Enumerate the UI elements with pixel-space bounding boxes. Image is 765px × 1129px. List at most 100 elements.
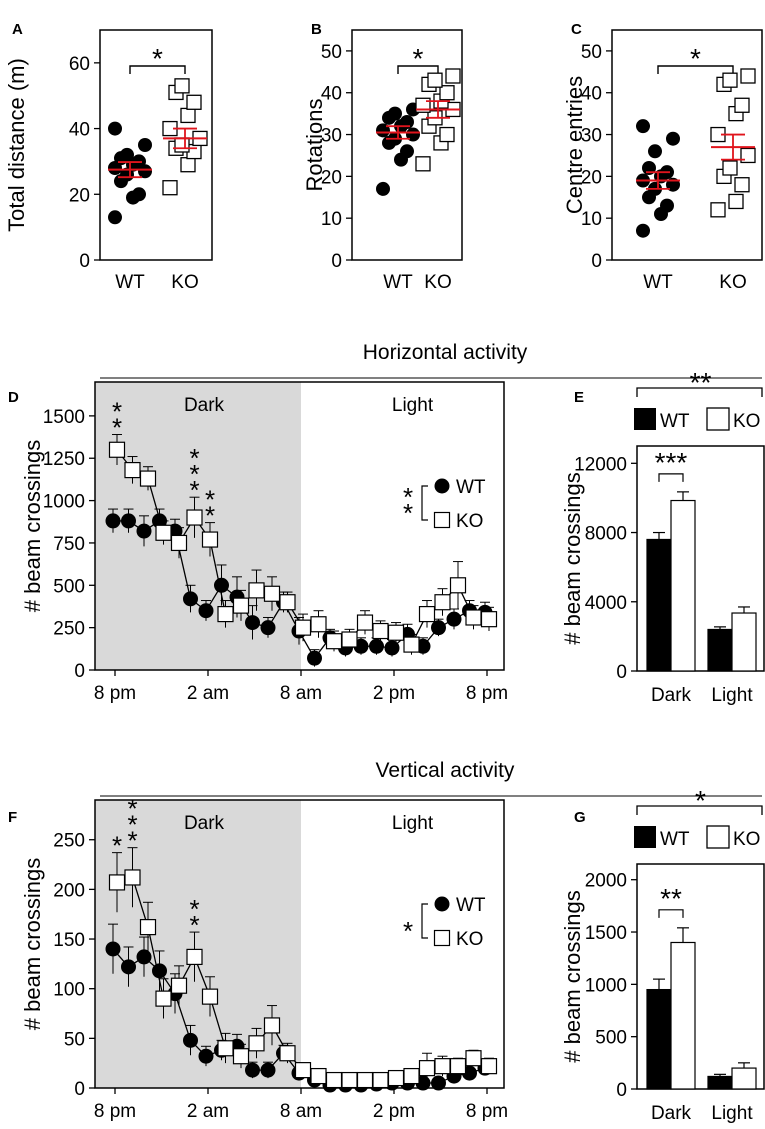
- ko-point: [465, 1050, 482, 1067]
- y-axis-label: # beam crossings: [20, 440, 45, 612]
- legend-wt-label: WT: [456, 477, 486, 498]
- x-tick-label: 2 pm: [373, 1101, 415, 1122]
- x-tick-label: WT: [643, 272, 673, 293]
- legend-ko-label: KO: [456, 929, 483, 950]
- legend-wt-symbol: [434, 896, 450, 912]
- ko-point: [201, 988, 219, 1005]
- y-tick-label: 200: [53, 880, 85, 901]
- ko-point: [341, 631, 358, 648]
- ko-point: [465, 609, 482, 626]
- ko-bar: [731, 1067, 757, 1090]
- legend-ko-symbol: [706, 407, 730, 431]
- ko-bar: [670, 941, 696, 1090]
- legend-significance-mark: *: [403, 916, 413, 946]
- x-tick-label: 8 pm: [94, 683, 136, 704]
- wt-point: [105, 941, 121, 957]
- wt-point: [245, 1062, 260, 1078]
- wt-point: [198, 1048, 214, 1064]
- ko-point: [387, 624, 405, 641]
- ko-point: [734, 97, 750, 113]
- ko-point: [372, 622, 389, 640]
- x-tick-label: Light: [711, 685, 753, 706]
- pair-significance-mark: ***: [655, 447, 688, 478]
- ko-point: [279, 594, 296, 611]
- y-tick-label: 50: [321, 42, 342, 63]
- wt-point: [108, 210, 122, 225]
- y-tick-label: 40: [321, 84, 342, 105]
- ko-point: [108, 441, 126, 458]
- ko-bar: [670, 499, 696, 672]
- ko-point: [155, 524, 172, 541]
- wt-point: [138, 138, 152, 152]
- significance-mark: *: [127, 793, 137, 823]
- ko-point: [449, 1058, 467, 1075]
- ko-point: [294, 1062, 312, 1079]
- ko-point: [418, 1060, 436, 1077]
- legend-significance-mark: *: [403, 482, 413, 512]
- ko-point: [186, 948, 203, 966]
- x-tick-label: Dark: [651, 685, 692, 706]
- y-tick-label: 4000: [585, 593, 627, 614]
- legend-wt-label: WT: [456, 895, 486, 916]
- y-tick-label: 10: [581, 209, 602, 230]
- wt-point: [214, 577, 229, 593]
- x-tick-label: 8 pm: [466, 1101, 508, 1122]
- ko-point: [439, 85, 455, 101]
- pair-significance-bracket: [658, 909, 684, 918]
- significance-mark: *: [189, 475, 199, 505]
- wt-point: [245, 615, 260, 631]
- legend-ko-label: KO: [733, 411, 760, 432]
- ko-point: [180, 157, 196, 173]
- panel-label: C: [571, 21, 582, 38]
- plot-frame: [99, 29, 213, 261]
- ko-point: [434, 594, 451, 611]
- significance-mark: *: [112, 413, 122, 443]
- x-tick-label: Light: [711, 1103, 753, 1124]
- ko-point: [162, 180, 178, 196]
- significance-mark: *: [127, 810, 137, 840]
- y-tick-label: 50: [581, 42, 602, 63]
- x-tick-label: Dark: [651, 1103, 692, 1124]
- wt-point: [446, 611, 462, 627]
- wt-point: [307, 650, 322, 666]
- wt-point: [121, 959, 136, 975]
- significance-mark: *: [189, 894, 199, 924]
- y-tick-label: 1000: [585, 975, 627, 996]
- ko-point: [186, 94, 202, 110]
- plot-frame: [94, 799, 505, 1089]
- significance-mark: *: [112, 831, 122, 861]
- top-significance-mark: **: [690, 367, 712, 398]
- ko-point: [418, 605, 436, 623]
- wt-point: [152, 963, 167, 979]
- x-tick-label: WT: [115, 272, 145, 293]
- ko-point: [124, 869, 141, 886]
- significance-mark: *: [189, 459, 199, 489]
- x-tick-label: 8 am: [280, 1101, 322, 1122]
- dark-label: Dark: [184, 813, 225, 834]
- wt-point: [132, 187, 146, 202]
- top-significance-bracket: [636, 805, 763, 815]
- plot-frame: [636, 445, 765, 672]
- wt-point: [636, 223, 650, 238]
- pair-significance-bracket: [658, 473, 684, 482]
- ko-point: [263, 1017, 281, 1034]
- y-tick-label: 50: [64, 1029, 85, 1050]
- light-label: Light: [392, 395, 434, 416]
- y-tick-label: 0: [591, 251, 602, 272]
- ko-point: [445, 68, 461, 84]
- ko-point: [174, 137, 190, 153]
- section-title-horizontal: Horizontal activity: [363, 341, 528, 364]
- x-tick-label: WT: [383, 272, 413, 293]
- section-title-vertical: Vertical activity: [376, 759, 515, 782]
- wt-point: [121, 513, 136, 529]
- ko-point: [139, 470, 157, 487]
- significance-bracket: [657, 65, 734, 74]
- legend-ko-symbol: [433, 511, 451, 529]
- ko-point: [180, 107, 196, 124]
- panel-f: F # beam crossings 0 50 100 150 200 250 Dark Ligh…: [8, 793, 508, 1122]
- y-tick-label: 40: [69, 120, 90, 141]
- wt-point: [183, 591, 198, 607]
- plot-frame: [351, 29, 463, 261]
- legend-wt-label: WT: [660, 829, 690, 850]
- panel-label: G: [574, 809, 586, 826]
